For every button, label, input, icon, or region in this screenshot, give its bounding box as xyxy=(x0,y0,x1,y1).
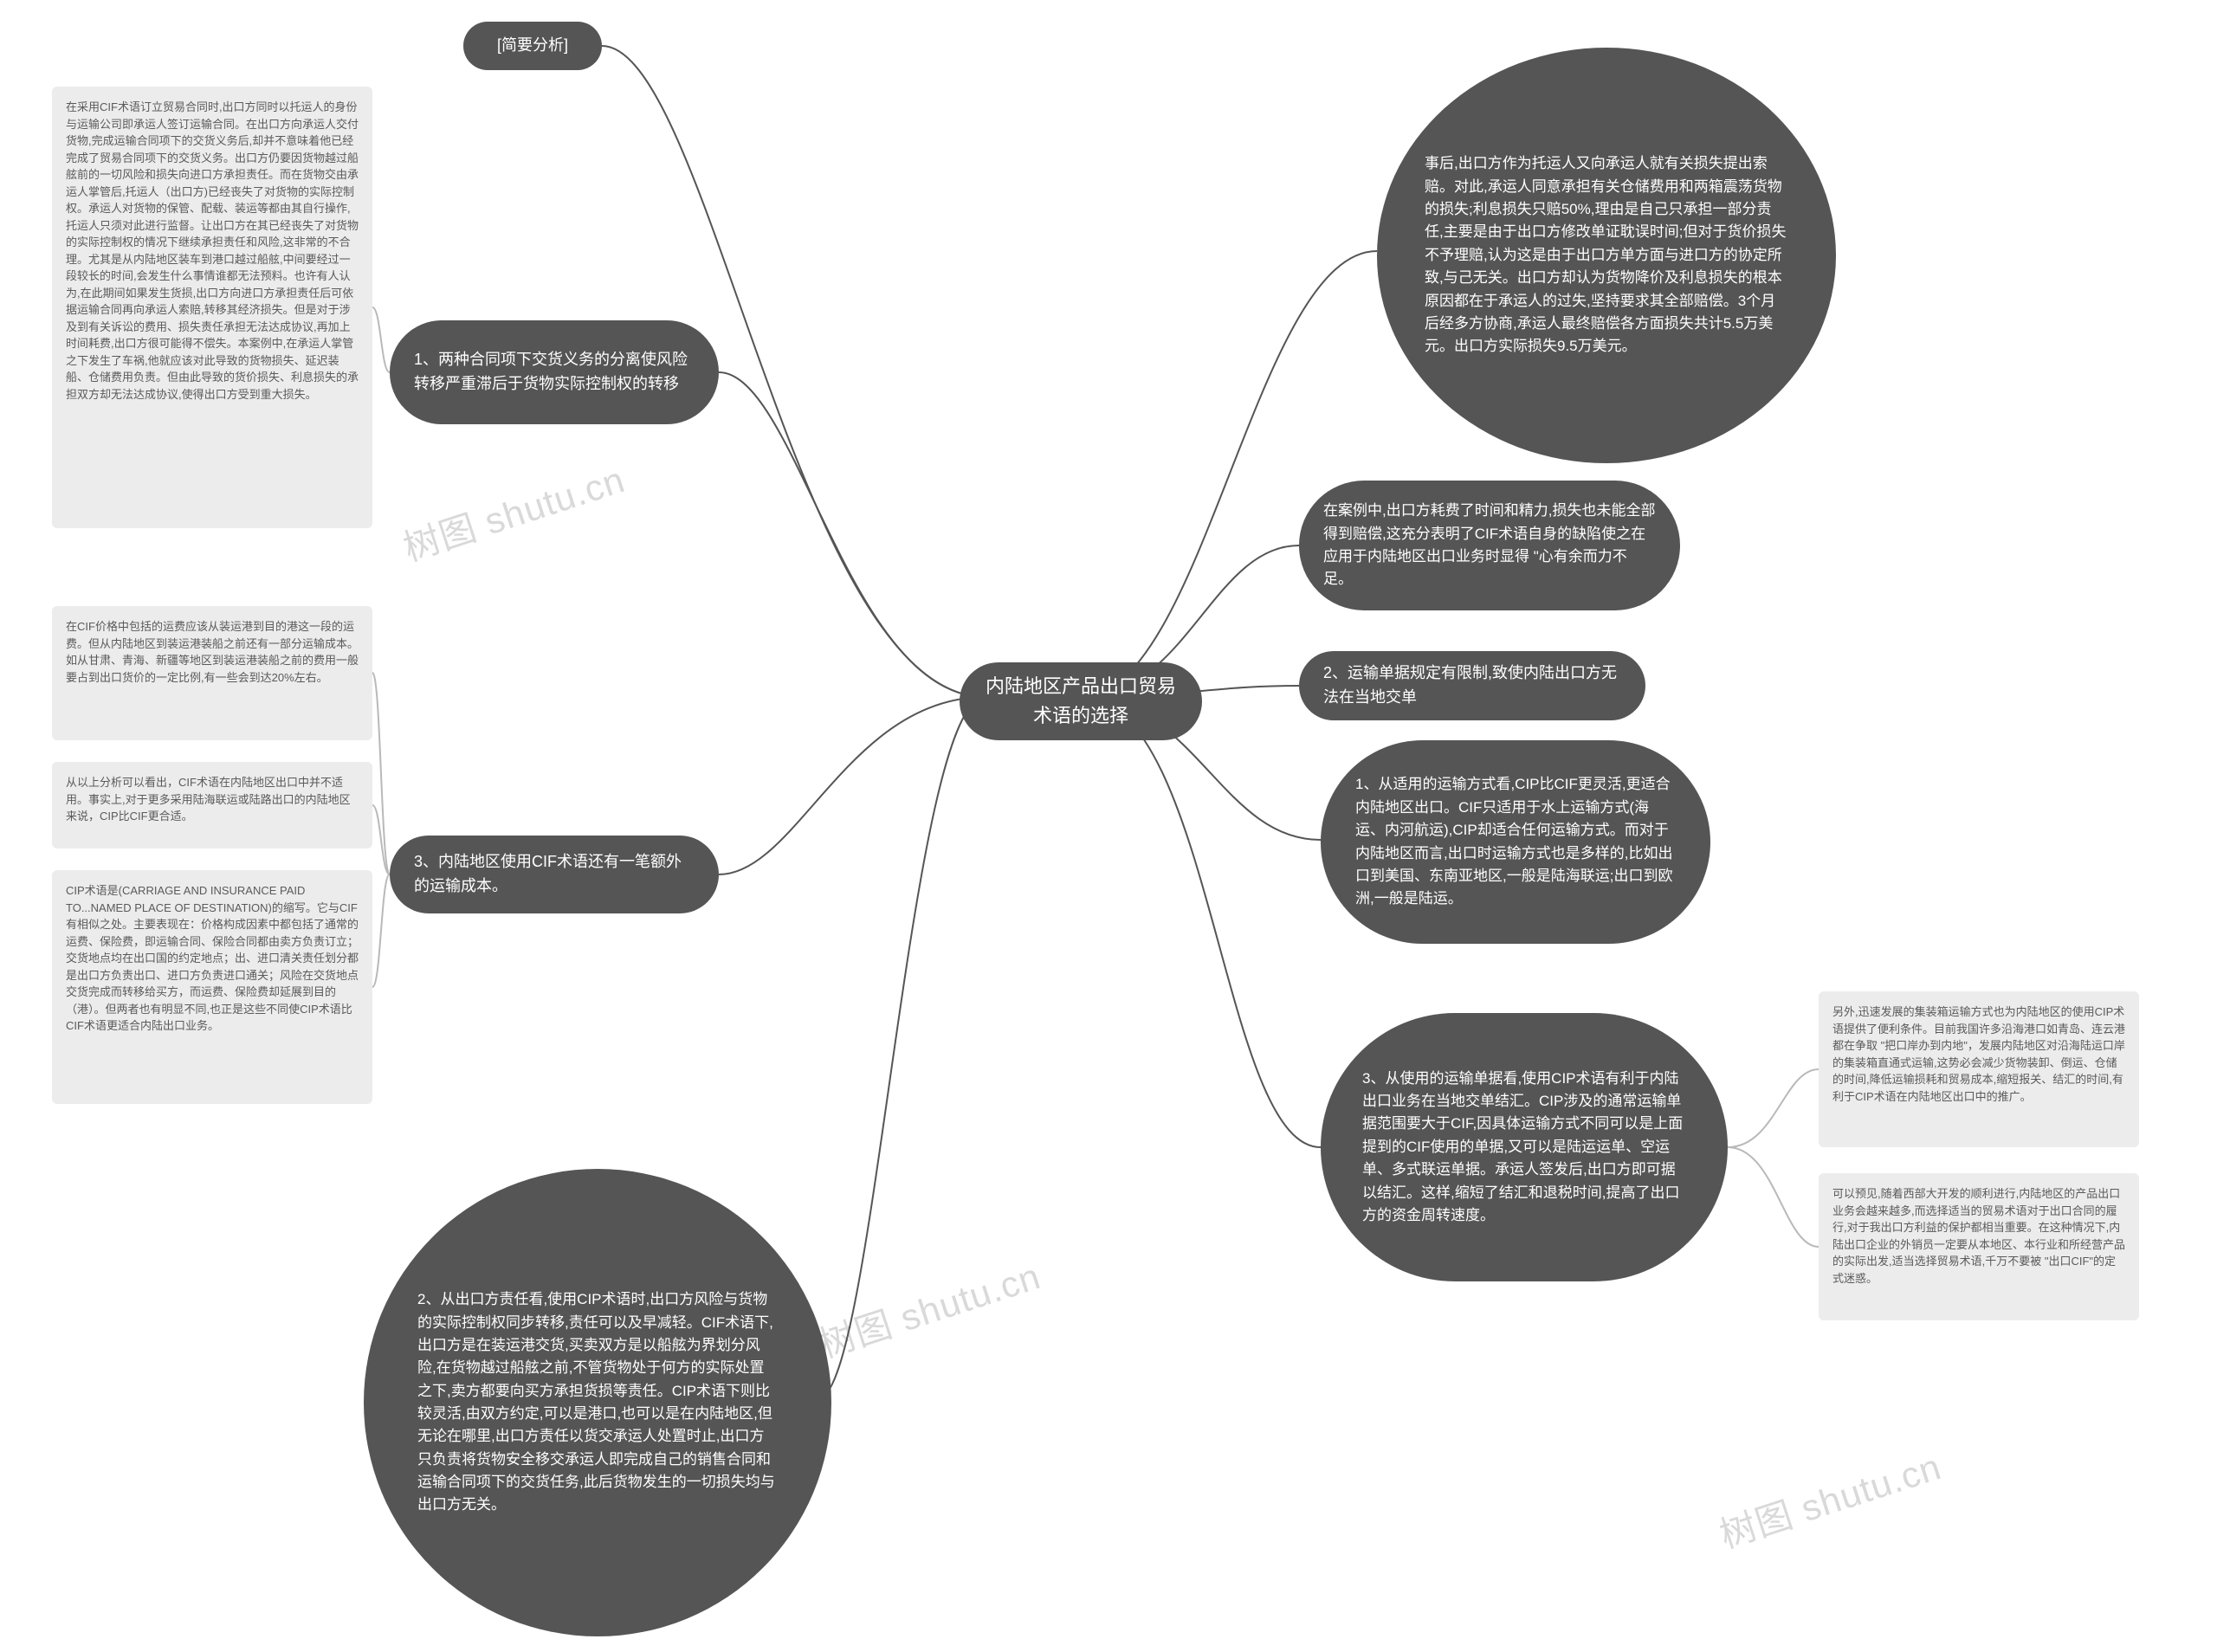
left-branch-3-note-b: 从以上分析可以看出，CIF术语在内陆地区出口中并不适用。事实上,对于更多采用陆海… xyxy=(52,762,372,849)
note-text: 可以预见,随着西部大开发的顺利进行,内陆地区的产品出口业务会越来越多,而选择适当… xyxy=(1832,1187,2125,1285)
right-mid-1[interactable]: 在案例中,出口方耗费了时间和精力,损失也未能全部得到赔偿,这充分表明了CIF术语… xyxy=(1299,481,1680,610)
right-big-top-label: 事后,出口方作为托运人又向承运人就有关损失提出索赔。对此,承运人同意承担有关仓储… xyxy=(1425,152,1788,358)
bracket-label: [简要分析] xyxy=(497,34,568,58)
root-node[interactable]: 内陆地区产品出口贸易术语的选择 xyxy=(960,662,1202,740)
left-branch-2-label: 2、从出口方责任看,使用CIP术语时,出口方风险与货物的实际控制权同步转移,责任… xyxy=(417,1288,778,1516)
left-branch-1-label: 1、两种合同项下交货义务的分离使风险转移严重滞后于货物实际控制权的转移 xyxy=(414,348,695,397)
left-branch-3-note-a: 在CIF价格中包括的运费应该从装运港到目的港这一段的运费。但从内陆地区到装运港装… xyxy=(52,606,372,740)
note-text: CIP术语是(CARRIAGE AND INSURANCE PAID TO...… xyxy=(66,884,359,1032)
right-branch-2-label: 2、运输单据规定有限制,致使内陆出口方无法在当地交单 xyxy=(1323,661,1621,710)
note-text: 从以上分析可以看出，CIF术语在内陆地区出口中并不适用。事实上,对于更多采用陆海… xyxy=(66,776,351,823)
watermark: 树图 shutu.cn xyxy=(1712,1437,1947,1558)
left-branch-2-big[interactable]: 2、从出口方责任看,使用CIP术语时,出口方风险与货物的实际控制权同步转移,责任… xyxy=(364,1169,831,1636)
note-text: 在CIF价格中包括的运费应该从装运港到目的港这一段的运费。但从内陆地区到装运港装… xyxy=(66,620,359,684)
left-branch-3[interactable]: 3、内陆地区使用CIF术语还有一笔额外的运输成本。 xyxy=(390,836,719,913)
right-branch-2[interactable]: 2、运输单据规定有限制,致使内陆出口方无法在当地交单 xyxy=(1299,651,1645,720)
left-branch-1-note-text: 在采用CIF术语订立贸易合同时,出口方同时以托运人的身份与运输公司即承运人签订运… xyxy=(66,100,359,401)
right-sub-3-note-a: 另外,迅速发展的集装箱运输方式也为内陆地区的使用CIP术语提供了便利条件。目前我… xyxy=(1819,991,2139,1147)
right-mid-1-label: 在案例中,出口方耗费了时间和精力,损失也未能全部得到赔偿,这充分表明了CIF术语… xyxy=(1323,500,1656,590)
left-branch-1[interactable]: 1、两种合同项下交货义务的分离使风险转移严重滞后于货物实际控制权的转移 xyxy=(390,320,719,424)
right-sub-1-label: 1、从适用的运输方式看,CIP比CIF更灵活,更适合内陆地区出口。CIF只适用于… xyxy=(1355,773,1676,910)
root-label: 内陆地区产品出口贸易术语的选择 xyxy=(984,672,1178,731)
right-sub-1[interactable]: 1、从适用的运输方式看,CIP比CIF更灵活,更适合内陆地区出口。CIF只适用于… xyxy=(1321,740,1710,944)
watermark: 树图 shutu.cn xyxy=(396,450,630,571)
watermark: 树图 shutu.cn xyxy=(811,1247,1046,1368)
right-sub-3-note-b: 可以预见,随着西部大开发的顺利进行,内陆地区的产品出口业务会越来越多,而选择适当… xyxy=(1819,1173,2139,1320)
right-big-top[interactable]: 事后,出口方作为托运人又向承运人就有关损失提出索赔。对此,承运人同意承担有关仓储… xyxy=(1377,48,1836,463)
right-sub-3-label: 3、从使用的运输单据看,使用CIP术语有利于内陆出口业务在当地交单结汇。CIP涉… xyxy=(1362,1068,1686,1227)
note-text: 另外,迅速发展的集装箱运输方式也为内陆地区的使用CIP术语提供了便利条件。目前我… xyxy=(1832,1005,2125,1103)
bracket-analysis[interactable]: [简要分析] xyxy=(463,22,602,70)
left-branch-3-note-c: CIP术语是(CARRIAGE AND INSURANCE PAID TO...… xyxy=(52,870,372,1104)
right-sub-3[interactable]: 3、从使用的运输单据看,使用CIP术语有利于内陆出口业务在当地交单结汇。CIP涉… xyxy=(1321,1013,1728,1281)
left-branch-1-note: 在采用CIF术语订立贸易合同时,出口方同时以托运人的身份与运输公司即承运人签订运… xyxy=(52,87,372,528)
left-branch-3-label: 3、内陆地区使用CIF术语还有一笔额外的运输成本。 xyxy=(414,850,695,899)
